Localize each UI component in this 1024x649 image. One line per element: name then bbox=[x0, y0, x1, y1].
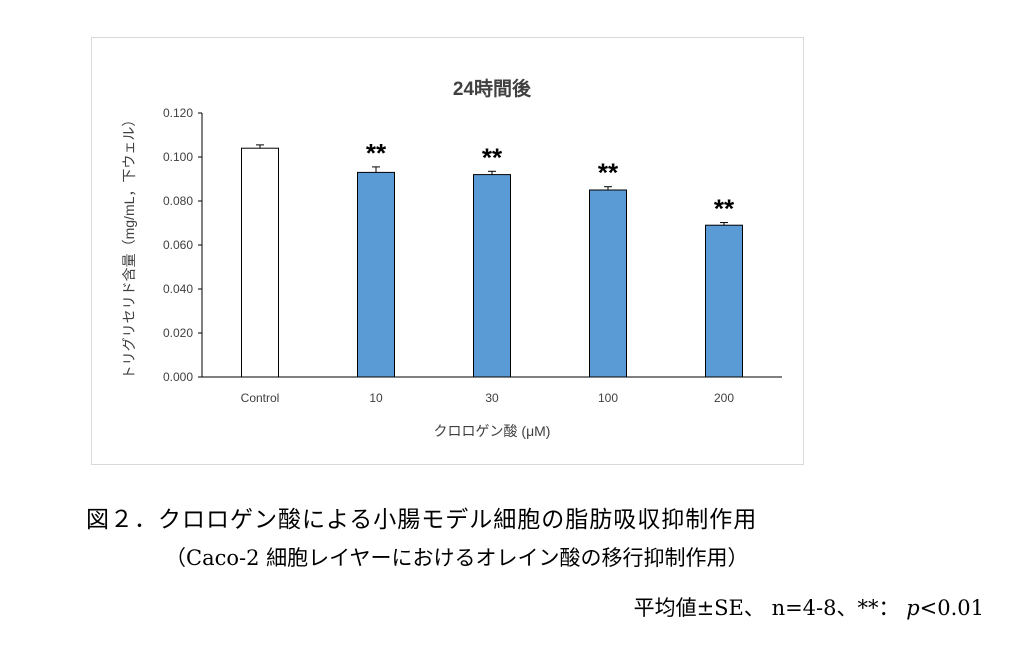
x-tick-label: 10 bbox=[369, 391, 383, 405]
x-axis-label: クロロゲン酸 (μM) bbox=[434, 423, 551, 439]
stats-p-symbol: p bbox=[906, 596, 920, 620]
y-tick-label: 0.060 bbox=[163, 238, 193, 252]
significance-label: ** bbox=[482, 142, 503, 172]
y-tick-label: 0.000 bbox=[163, 370, 193, 384]
y-tick-label: 0.080 bbox=[163, 194, 193, 208]
x-tick-label: 30 bbox=[485, 391, 499, 405]
stats-prefix: 平均値±SE、 n=4-8、**： bbox=[633, 596, 907, 620]
bar bbox=[473, 174, 511, 378]
stats-suffix: <0.01 bbox=[919, 596, 984, 620]
y-tick-label: 0.100 bbox=[163, 150, 193, 164]
bar bbox=[589, 189, 627, 378]
x-tick-label: 200 bbox=[714, 391, 734, 405]
bar-chart: 24時間後 0.000 0.020 0.040 0.060 0.080 0.100 0.120… bbox=[121, 77, 782, 439]
y-tick-label: 0.020 bbox=[163, 326, 193, 340]
y-axis-label: トリグリセリド含量（mg/mL，下ウェル） bbox=[121, 113, 137, 380]
bar bbox=[357, 171, 395, 378]
y-tick-label: 0.040 bbox=[163, 282, 193, 296]
bar bbox=[241, 147, 279, 378]
chart-title: 24時間後 bbox=[453, 77, 532, 100]
significance-label: ** bbox=[366, 138, 387, 168]
x-tick-label: 100 bbox=[598, 391, 618, 405]
y-tick-label: 0.120 bbox=[163, 106, 193, 120]
significance-label: ** bbox=[714, 194, 735, 224]
chart-frame: 24時間後 0.000 0.020 0.040 0.060 0.080 0.100 0.120… bbox=[91, 37, 804, 465]
bar bbox=[705, 224, 743, 378]
figure-caption-subtitle: （Caco-2 細胞レイヤーにおけるオレイン酸の移行抑制作用） bbox=[165, 546, 749, 570]
figure-caption-stats: 平均値±SE、 n=4-8、**： p<0.01 bbox=[634, 592, 984, 622]
x-tick-label: Control bbox=[241, 391, 280, 405]
figure-caption-title: 図２．クロロゲン酸による小腸モデル細胞の脂肪吸収抑制作用 bbox=[86, 507, 758, 533]
significance-label: ** bbox=[598, 158, 619, 188]
